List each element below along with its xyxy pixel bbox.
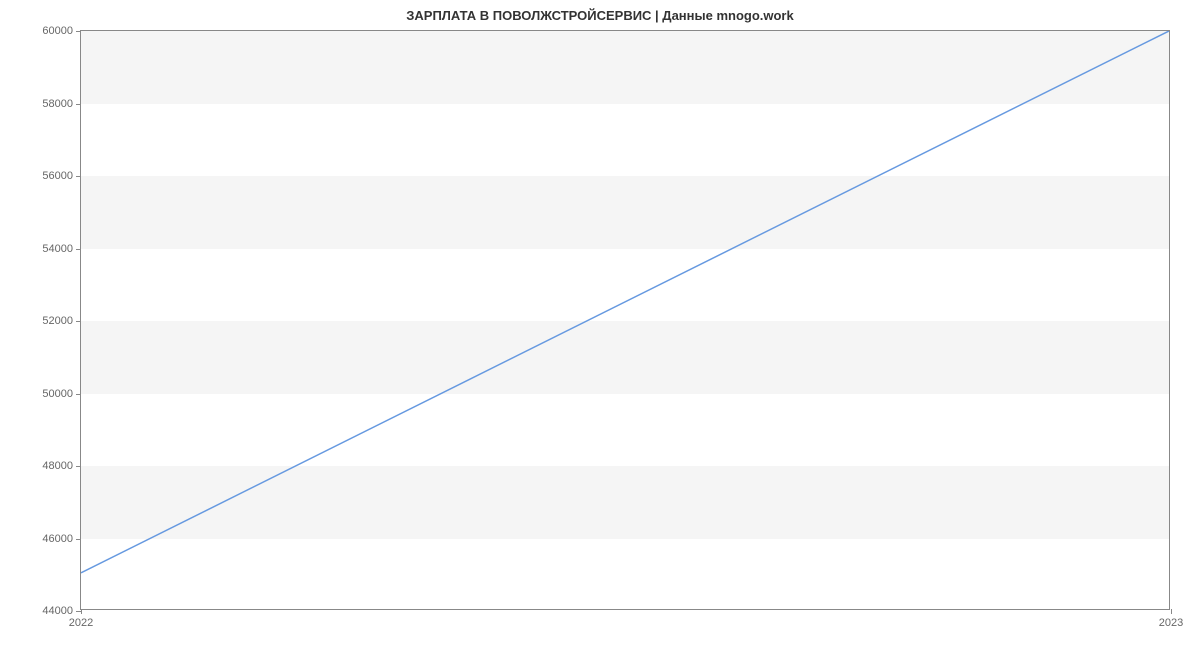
x-tick-mark [81,609,82,614]
y-tick-label: 54000 [42,243,73,255]
y-tick-label: 50000 [42,388,73,400]
y-tick-mark [76,176,81,177]
y-tick-label: 56000 [42,170,73,182]
grid-band [81,31,1169,104]
grid-band [81,321,1169,394]
y-tick-mark [76,394,81,395]
grid-band [81,466,1169,539]
x-tick-label: 2022 [69,617,93,629]
y-tick-mark [76,31,81,32]
chart-title: ЗАРПЛАТА В ПОВОЛЖСТРОЙСЕРВИС | Данные mn… [0,8,1200,23]
y-tick-label: 44000 [42,605,73,617]
y-tick-label: 48000 [42,460,73,472]
y-tick-label: 46000 [42,533,73,545]
y-tick-mark [76,321,81,322]
y-tick-label: 58000 [42,98,73,110]
y-tick-mark [76,539,81,540]
grid-band [81,176,1169,249]
y-tick-mark [76,104,81,105]
x-tick-mark [1171,609,1172,614]
x-tick-label: 2023 [1159,617,1183,629]
y-tick-label: 60000 [42,25,73,37]
y-tick-label: 52000 [42,315,73,327]
plot-area: 4400046000480005000052000540005600058000… [80,30,1170,610]
y-tick-mark [76,249,81,250]
y-tick-mark [76,466,81,467]
